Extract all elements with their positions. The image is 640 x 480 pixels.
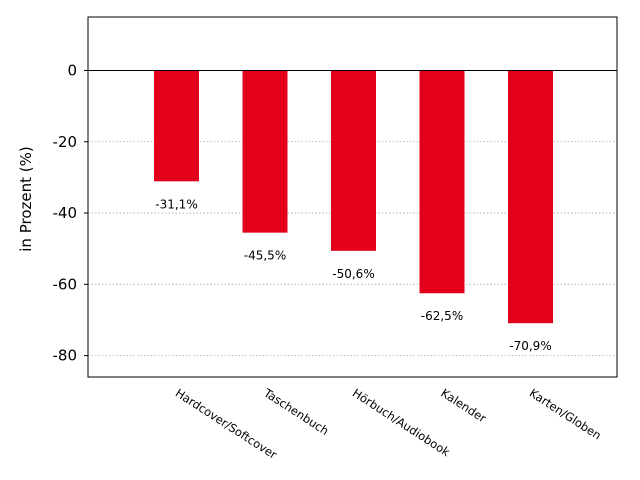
x-category-label: Kalender xyxy=(438,386,489,426)
y-tick-label: -60 xyxy=(53,275,78,293)
bar xyxy=(154,70,199,182)
bar xyxy=(508,70,553,324)
x-category-label: Taschenbuch xyxy=(261,385,332,438)
bar-value-label: -62,5% xyxy=(421,309,463,323)
bar-value-label: -45,5% xyxy=(244,249,286,263)
y-tick-label: -40 xyxy=(53,204,78,222)
bar xyxy=(242,70,288,233)
y-tick-label: 0 xyxy=(67,61,77,79)
y-axis-title: in Prozent (%) xyxy=(17,146,35,251)
y-axis-ticks: 0 -20 -40 -60 -80 xyxy=(53,61,88,365)
bar-value-label: -50,6% xyxy=(332,267,374,281)
bar xyxy=(419,70,465,294)
y-tick-label: -20 xyxy=(53,133,78,151)
bar-value-label: -31,1% xyxy=(155,197,197,211)
bars xyxy=(154,70,553,324)
y-tick-label: -80 xyxy=(53,347,78,365)
x-category-label: Karten/Globen xyxy=(527,386,604,443)
bar xyxy=(331,70,376,251)
x-category-label: Hörbuch/Audiobook xyxy=(350,386,453,460)
plot-frame xyxy=(87,16,618,378)
data-labels: -31,1% -45,5% -50,6% -62,5% -70,9% xyxy=(155,197,551,353)
bar-value-label: -70,9% xyxy=(509,339,551,353)
